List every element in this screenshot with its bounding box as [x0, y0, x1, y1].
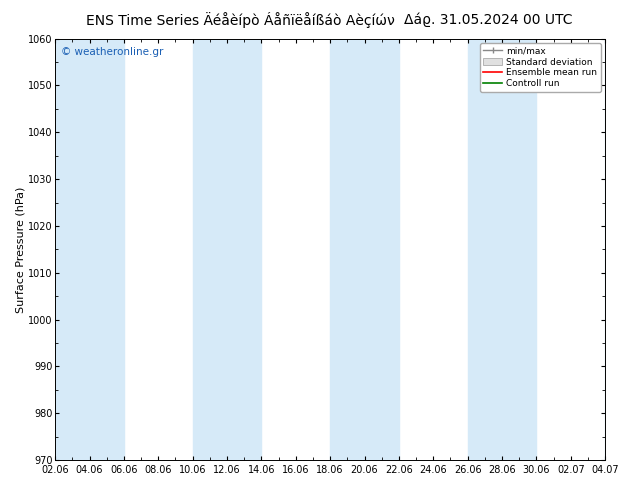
Bar — [55, 39, 124, 460]
Bar — [468, 39, 536, 460]
Bar — [193, 39, 261, 460]
Text: Δáϱ. 31.05.2024 00 UTC: Δáϱ. 31.05.2024 00 UTC — [404, 12, 573, 27]
Bar — [605, 39, 634, 460]
Y-axis label: Surface Pressure (hPa): Surface Pressure (hPa) — [15, 186, 25, 313]
Legend: min/max, Standard deviation, Ensemble mean run, Controll run: min/max, Standard deviation, Ensemble me… — [480, 43, 600, 92]
Text: ENS Time Series Äéåèípò Áåñïëåíßáò Αèçíών: ENS Time Series Äéåèípò Áåñïëåíßáò Αèçíώ… — [86, 12, 396, 28]
Text: © weatheronline.gr: © weatheronline.gr — [61, 47, 163, 57]
Bar — [330, 39, 399, 460]
